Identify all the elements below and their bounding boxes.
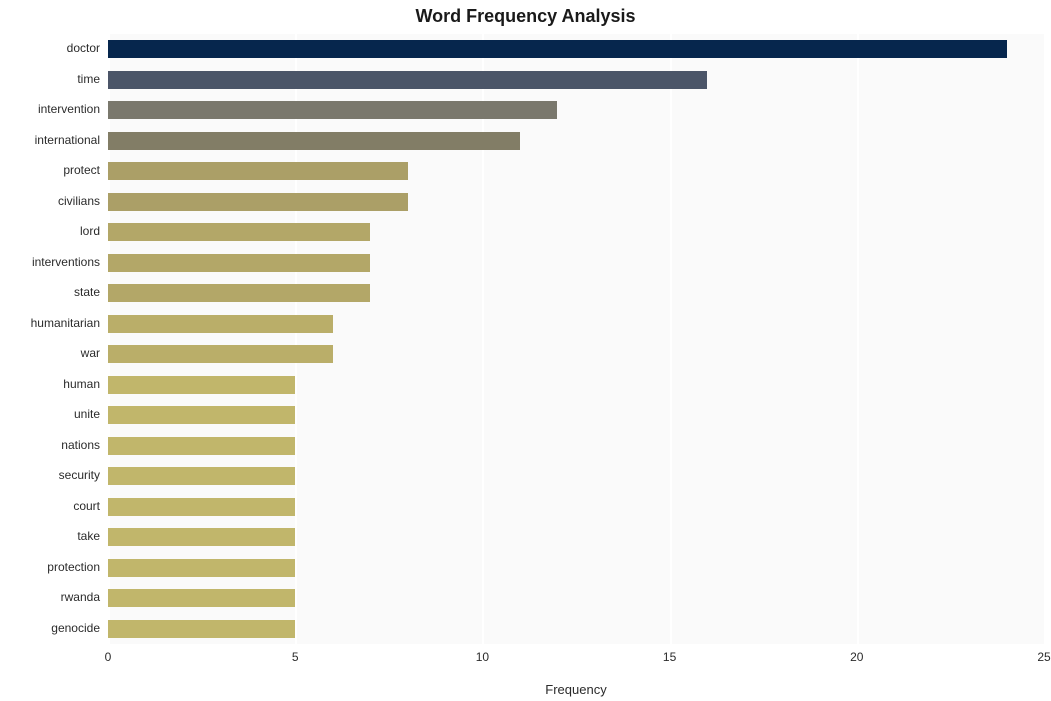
bar <box>108 467 295 485</box>
x-axis-label: Frequency <box>545 682 606 697</box>
y-tick-label: take <box>0 529 100 543</box>
bar <box>108 406 295 424</box>
y-tick-label: unite <box>0 407 100 421</box>
bar <box>108 376 295 394</box>
y-tick-label: genocide <box>0 621 100 635</box>
grid-line <box>108 34 110 644</box>
y-tick-label: intervention <box>0 102 100 116</box>
y-tick-label: war <box>0 346 100 360</box>
bar <box>108 193 408 211</box>
y-tick-label: court <box>0 499 100 513</box>
bar <box>108 315 333 333</box>
y-tick-label: nations <box>0 438 100 452</box>
bar <box>108 345 333 363</box>
grid-line <box>295 34 297 644</box>
y-tick-label: protection <box>0 560 100 574</box>
y-tick-label: interventions <box>0 255 100 269</box>
grid-line <box>482 34 484 644</box>
chart-container: Word Frequency Analysis Frequency 0 5 10 15… <box>0 0 1051 701</box>
y-tick-label: rwanda <box>0 590 100 604</box>
bar <box>108 284 370 302</box>
y-tick-label: international <box>0 133 100 147</box>
bar <box>108 40 1007 58</box>
bar <box>108 559 295 577</box>
x-tick-label: 0 <box>105 650 112 664</box>
bar <box>108 162 408 180</box>
y-tick-label: protect <box>0 163 100 177</box>
bar <box>108 71 707 89</box>
y-tick-label: lord <box>0 224 100 238</box>
bar <box>108 589 295 607</box>
y-tick-label: human <box>0 377 100 391</box>
y-tick-label: state <box>0 285 100 299</box>
x-tick-label: 5 <box>292 650 299 664</box>
bar <box>108 528 295 546</box>
y-tick-label: doctor <box>0 41 100 55</box>
bar <box>108 132 520 150</box>
x-tick-label: 25 <box>1037 650 1050 664</box>
x-tick-label: 20 <box>850 650 863 664</box>
grid-line <box>1044 34 1046 644</box>
chart-title: Word Frequency Analysis <box>0 6 1051 27</box>
grid-line <box>857 34 859 644</box>
y-tick-label: humanitarian <box>0 316 100 330</box>
y-tick-label: security <box>0 468 100 482</box>
y-tick-label: civilians <box>0 194 100 208</box>
bar <box>108 498 295 516</box>
bar <box>108 101 557 119</box>
y-tick-label: time <box>0 72 100 86</box>
bar <box>108 437 295 455</box>
x-tick-label: 10 <box>476 650 489 664</box>
plot-area <box>108 34 1044 644</box>
bar <box>108 254 370 272</box>
grid-line <box>670 34 672 644</box>
bar <box>108 620 295 638</box>
x-tick-label: 15 <box>663 650 676 664</box>
bar <box>108 223 370 241</box>
